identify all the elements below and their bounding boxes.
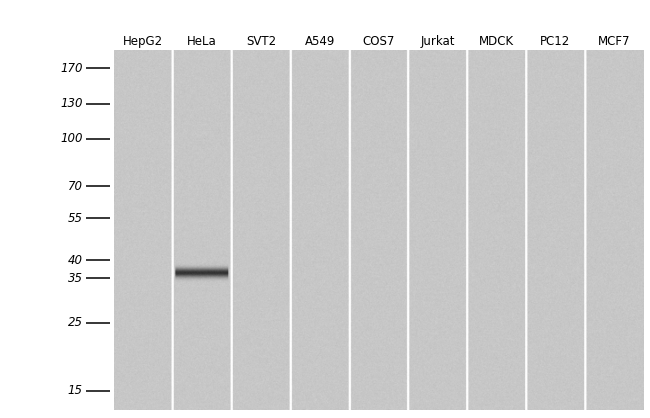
Text: MCF7: MCF7 <box>598 35 630 48</box>
Text: 170: 170 <box>60 62 83 75</box>
Text: 40: 40 <box>68 254 83 267</box>
Text: 35: 35 <box>68 272 83 285</box>
Text: 15: 15 <box>68 384 83 397</box>
Text: 70: 70 <box>68 180 83 193</box>
Text: 100: 100 <box>60 133 83 145</box>
Text: SVT2: SVT2 <box>246 35 276 48</box>
Text: A549: A549 <box>305 35 335 48</box>
Text: HeLa: HeLa <box>187 35 217 48</box>
Text: 25: 25 <box>68 316 83 329</box>
Text: PC12: PC12 <box>540 35 570 48</box>
Text: MDCK: MDCK <box>479 35 514 48</box>
Text: 55: 55 <box>68 212 83 224</box>
Text: HepG2: HepG2 <box>123 35 163 48</box>
Text: Jurkat: Jurkat <box>421 35 455 48</box>
Text: COS7: COS7 <box>363 35 395 48</box>
Text: 130: 130 <box>60 97 83 110</box>
